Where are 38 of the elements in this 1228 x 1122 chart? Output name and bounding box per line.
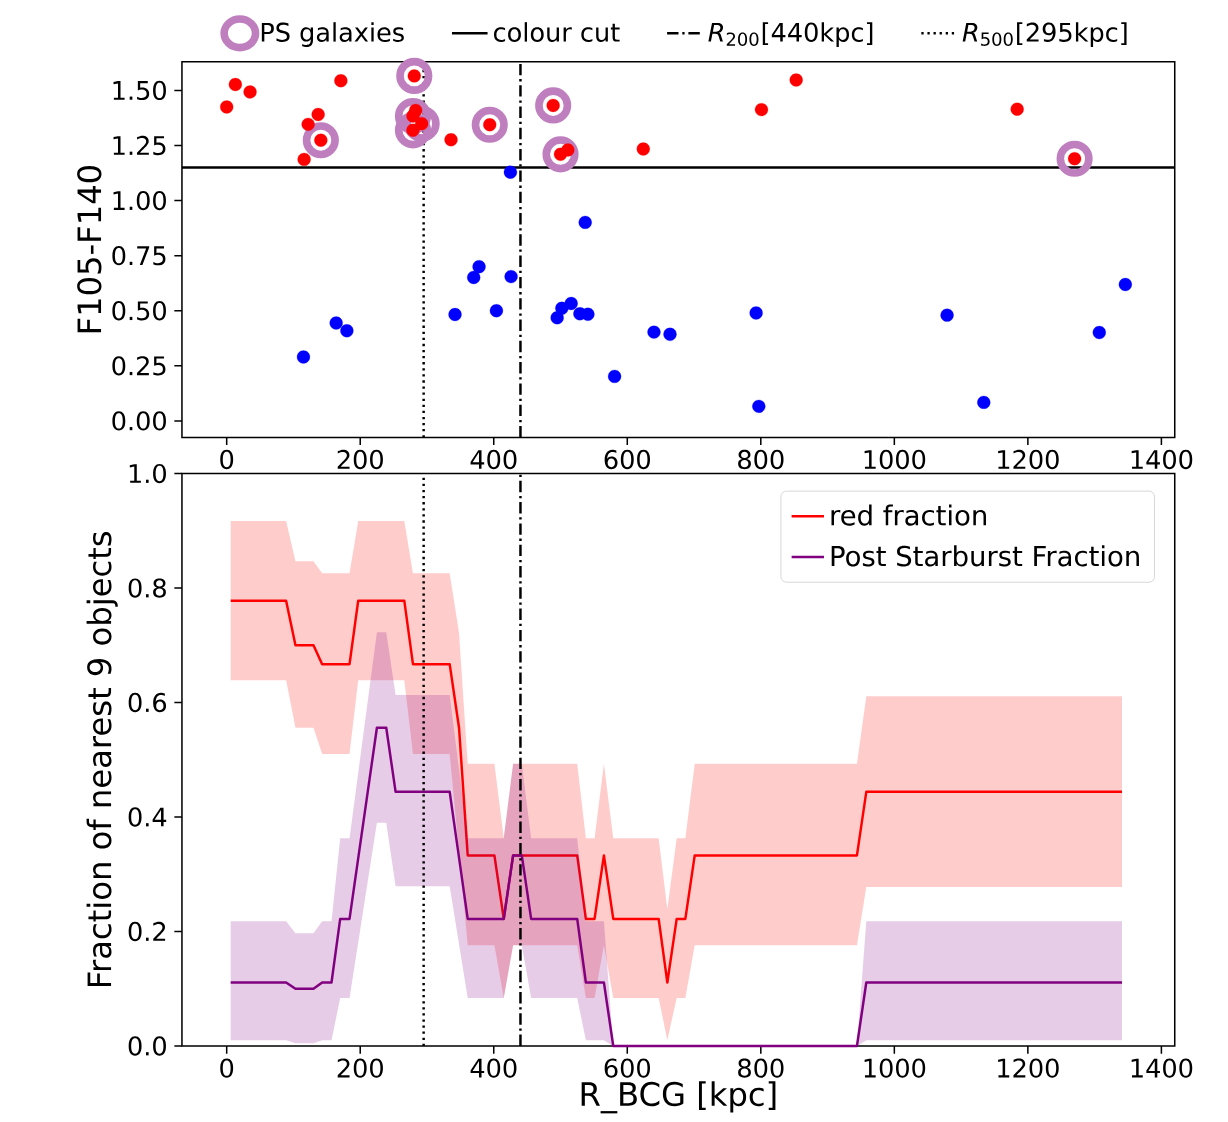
x-tick-label: 200 [337, 449, 383, 470]
legend-label: red fraction [831, 504, 986, 526]
x-tick-label: 1400 [1131, 449, 1193, 470]
y-axis-title: Fraction of nearest 9 objects [86, 531, 118, 987]
x-tick-label: 800 [738, 449, 784, 470]
x-tick-label: 400 [470, 449, 517, 470]
y-tick-label: 0.75 [112, 245, 166, 266]
y-tick-label: 0.4 [128, 807, 167, 827]
x-tick-label: 600 [604, 449, 650, 470]
x-tick-label: 200 [337, 1058, 383, 1078]
y-tick-label: 0.0 [128, 1036, 166, 1056]
x-tick-label: 1200 [998, 449, 1059, 470]
y-tick-label: 0.8 [128, 578, 166, 598]
y-axis-title: F105-F140 [77, 165, 102, 333]
legend-label: R$_{500}$[295kpc] [962, 22, 1127, 47]
x-tick-label: 1200 [998, 1058, 1059, 1078]
x-tick-label: 800 [738, 1058, 784, 1078]
x-axis-title: R_BCG [kpc] [581, 1081, 776, 1114]
legend-label: Post Starburst Fraction [831, 545, 1139, 567]
y-tick-label: 0.00 [112, 411, 166, 431]
y-tick-label: 1.25 [113, 135, 166, 156]
y-tick-label: 0.25 [112, 356, 166, 376]
x-tick-label: 0 [220, 449, 234, 470]
x-tick-label: 400 [470, 1058, 517, 1078]
legend-label: R$_{200}$[440kpc] [708, 22, 873, 47]
x-tick-label: 0 [220, 1058, 234, 1078]
legend-label: PS galaxies [261, 22, 404, 47]
y-tick-label: 0.2 [128, 921, 166, 942]
y-tick-label: 1.00 [113, 190, 166, 211]
y-tick-label: 1.50 [113, 80, 166, 101]
x-tick-label: 1000 [864, 449, 926, 470]
y-tick-label: 1.0 [129, 463, 166, 484]
x-tick-label: 600 [604, 1058, 650, 1078]
x-tick-label: 1400 [1131, 1058, 1193, 1078]
y-tick-label: 0.6 [128, 692, 167, 713]
x-tick-label: 1000 [864, 1058, 926, 1078]
y-tick-label: 0.50 [112, 301, 166, 321]
legend-label: colour cut [494, 22, 620, 42]
